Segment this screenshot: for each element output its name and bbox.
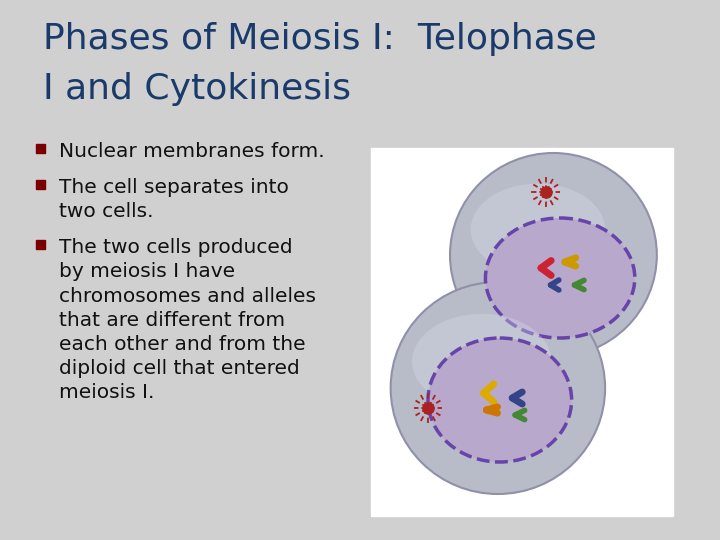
Text: Phases of Meiosis I:  Telophase: Phases of Meiosis I: Telophase: [43, 22, 597, 56]
Ellipse shape: [450, 153, 657, 357]
Text: The two cells produced
by meiosis I have
chromosomes and alleles
that are differ: The two cells produced by meiosis I have…: [59, 238, 316, 402]
Ellipse shape: [412, 314, 552, 409]
Ellipse shape: [428, 338, 572, 462]
FancyBboxPatch shape: [372, 148, 673, 516]
Ellipse shape: [471, 184, 605, 275]
Text: The cell separates into
two cells.: The cell separates into two cells.: [59, 178, 289, 221]
Ellipse shape: [485, 218, 635, 338]
Text: Nuclear membranes form.: Nuclear membranes form.: [59, 142, 325, 161]
Ellipse shape: [391, 282, 605, 494]
Bar: [37, 180, 45, 189]
Bar: [37, 240, 45, 249]
Text: I and Cytokinesis: I and Cytokinesis: [43, 72, 351, 106]
Bar: [37, 144, 45, 153]
